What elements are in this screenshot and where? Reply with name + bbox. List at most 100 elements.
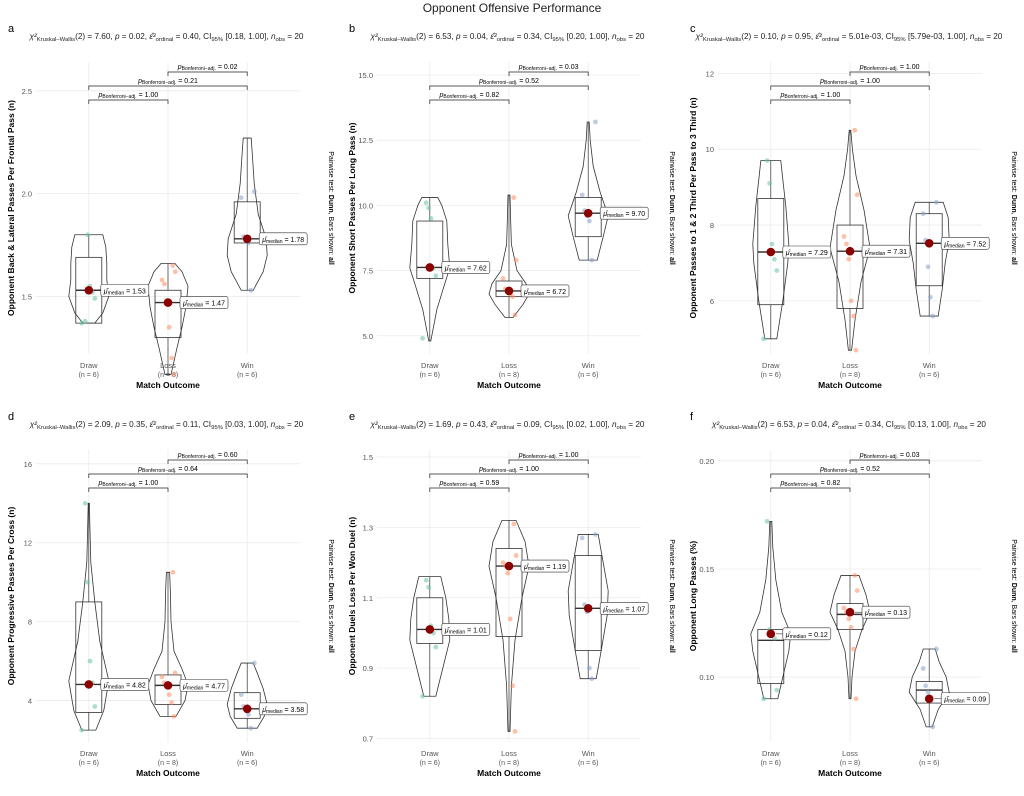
bracket-label: pBonferroni−adj. = 1.00 — [518, 452, 579, 460]
x-axis-label: Match Outcome — [477, 768, 541, 778]
x-tick-label: Draw — [80, 749, 98, 758]
data-point — [246, 711, 251, 717]
median-point — [425, 625, 435, 634]
x-count-label: (n = 8) — [499, 760, 519, 767]
data-point — [764, 158, 770, 163]
bracket-line — [167, 71, 248, 76]
data-point — [930, 313, 936, 319]
y-tick-label: 1.3 — [363, 523, 373, 532]
bracket-label: pBonferroni−adj. = 0.03 — [518, 64, 579, 72]
x-count-label: (n = 6) — [420, 372, 440, 379]
data-point — [854, 192, 860, 198]
box-draw — [75, 601, 103, 713]
x-tick-label: Loss — [501, 749, 517, 758]
x-count-label: (n = 6) — [578, 760, 598, 767]
panel-subtitle: χ²Kruskal–Wallis(2) = 7.60, p = 0.02, ε̂… — [29, 32, 304, 43]
data-point — [426, 205, 431, 211]
bracket-line — [770, 85, 930, 90]
data-point — [87, 658, 93, 664]
x-count-label: (n = 8) — [158, 372, 178, 379]
median-label-text: μ̂median = 7.62 — [444, 265, 487, 273]
data-point — [593, 532, 598, 537]
x-count-label: (n = 8) — [499, 372, 519, 379]
data-point — [848, 624, 854, 630]
data-point — [853, 347, 859, 353]
data-point — [930, 724, 936, 730]
box-loss — [495, 548, 523, 637]
chart-a: a χ²Kruskal–Wallis(2) = 7.60, p = 0.02, ε… — [6, 23, 334, 390]
bracket-line — [429, 85, 589, 90]
median-label-text: μ̂median = 3.58 — [261, 707, 304, 715]
bracket-line — [88, 487, 169, 492]
data-point — [428, 216, 434, 221]
median-label: μ̂median = 1.07 — [599, 602, 649, 615]
y-tick-label: 1.1 — [363, 594, 373, 603]
median-point — [583, 208, 593, 218]
pairwise-bracket: pBonferroni−adj. = 0.59 — [429, 480, 510, 492]
panel-tag: a — [8, 23, 15, 35]
median-label: μ̂median = 1.47 — [179, 296, 229, 309]
median-label-text: μ̂median = 6.72 — [523, 289, 566, 297]
violin-loss — [488, 519, 530, 732]
y-axis-label: Opponent Passes to 1 & 2 Third Per Pass … — [688, 97, 698, 318]
data-point — [851, 646, 856, 652]
median-label: μ̂median = 0.13 — [861, 605, 911, 619]
data-point — [513, 553, 519, 558]
y-tick-label: 12 — [706, 69, 714, 78]
x-tick-label: Win — [923, 749, 936, 758]
panel-e: e χ²Kruskal–Wallis(2) = 1.69, p = 0.43, ε… — [341, 406, 682, 796]
data-point — [593, 119, 598, 125]
median-label: μ̂median = 7.29 — [782, 245, 832, 259]
data-point — [920, 211, 926, 217]
median-label-text: μ̂median = 7.52 — [943, 241, 986, 249]
median-label-box — [179, 296, 229, 309]
data-point — [846, 256, 852, 262]
data-point — [579, 535, 585, 541]
x-axis-label: Match Outcome — [136, 768, 200, 778]
y-tick-label: 15.0 — [358, 71, 373, 80]
median-label-text: μ̂median = 4.77 — [182, 683, 225, 691]
y-tick-label: 2.0 — [22, 190, 32, 199]
median-label-box — [258, 702, 308, 716]
bracket-line — [88, 85, 248, 90]
median-point — [84, 285, 94, 295]
median-label: μ̂median = 3.58 — [258, 702, 308, 716]
box-draw — [416, 220, 444, 279]
data-point — [82, 318, 88, 324]
y-tick-label: 16 — [24, 460, 32, 469]
median-label-box — [861, 605, 911, 619]
x-count-label: (n = 6) — [919, 760, 939, 767]
x-tick-label: Win — [241, 749, 254, 758]
median-point — [242, 234, 252, 244]
data-point — [512, 312, 518, 318]
data-point — [162, 281, 167, 287]
box-win — [915, 213, 943, 287]
y-tick-label: 6 — [710, 297, 714, 306]
x-count-label: (n = 8) — [840, 760, 860, 767]
box-loss — [154, 289, 182, 338]
bracket-label: pBonferroni−adj. = 1.00 — [478, 466, 539, 474]
data-point — [170, 569, 176, 575]
bracket-label: pBonferroni−adj. = 0.82 — [439, 92, 500, 100]
bracket-line — [770, 487, 851, 492]
data-point — [170, 263, 176, 268]
data-point — [238, 692, 244, 698]
panel-tag: b — [349, 23, 355, 35]
data-point — [841, 605, 847, 611]
data-point — [159, 674, 165, 680]
pairwise-note: Pairwise test: Dunn, Bars shown: all — [668, 151, 675, 265]
median-point — [766, 629, 776, 639]
median-label: μ̂median = 4.77 — [179, 679, 229, 692]
data-point — [774, 268, 780, 273]
pairwise-bracket: pBonferroni−adj. = 1.00 — [849, 64, 930, 76]
violin-loss — [829, 575, 871, 700]
panel-subtitle: χ²Kruskal–Wallis(2) = 0.10, p = 0.95, ε̂… — [695, 32, 1003, 43]
y-tick-label: 7.5 — [363, 267, 373, 276]
median-point — [425, 263, 435, 272]
x-count-label: (n = 6) — [578, 372, 598, 379]
data-point — [579, 192, 585, 198]
data-point — [928, 294, 933, 300]
chart-b: b χ²Kruskal–Wallis(2) = 6.53, p = 0.04, ε… — [347, 23, 675, 390]
data-point — [248, 725, 254, 731]
pairwise-bracket: pBonferroni−adj. = 0.64 — [88, 466, 248, 478]
